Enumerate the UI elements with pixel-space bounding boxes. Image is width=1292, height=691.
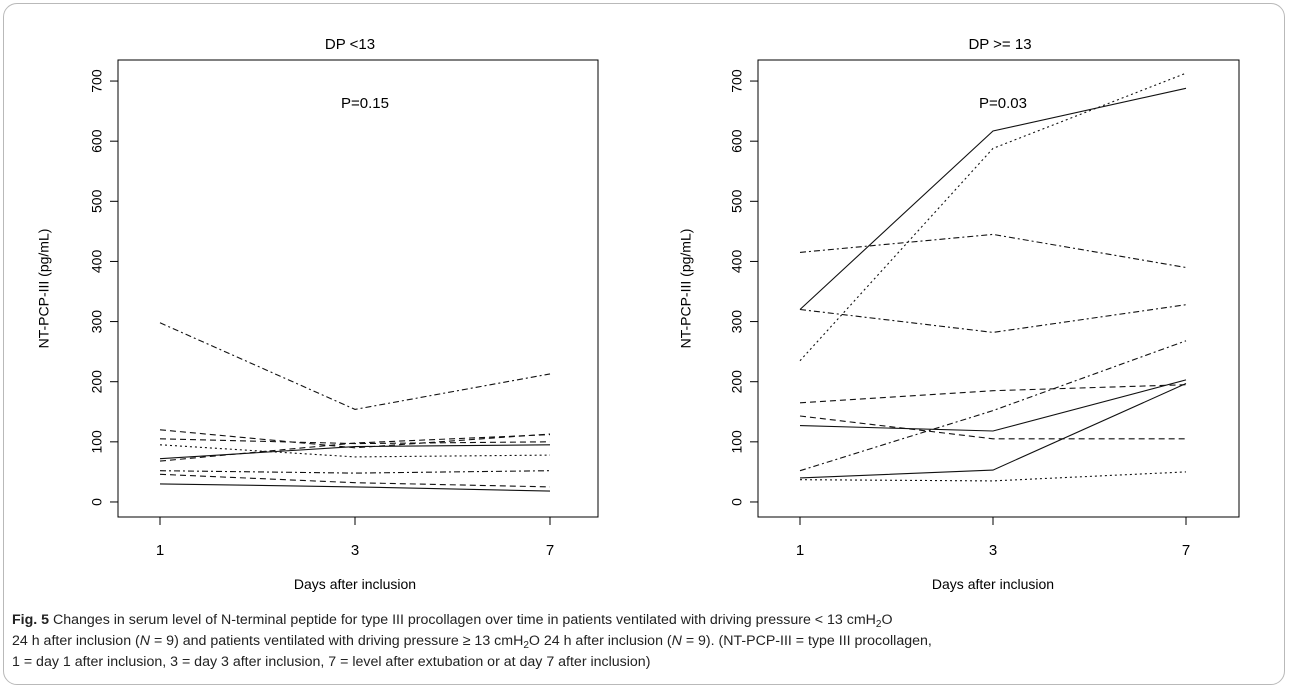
series-line-4 <box>159 444 551 458</box>
figure-frame <box>3 3 1285 685</box>
caption-text-1a: Changes in serum level of N-terminal pep… <box>49 612 876 628</box>
y-tick-label: 100 <box>729 430 745 454</box>
y-tick-label: 400 <box>89 250 105 274</box>
chart-panel-2: DP >= 13 P=0.03 0 100 200 300 400 500 600 700 NT-P… <box>678 36 1240 592</box>
series-line-7 <box>159 470 551 474</box>
y-tick-label: 700 <box>89 69 105 93</box>
series-line-8 <box>159 473 551 488</box>
series-line-5 <box>799 384 1187 404</box>
series-line-4 <box>799 304 1187 333</box>
series-line-8 <box>799 340 1187 472</box>
p-value-annotation: P=0.03 <box>979 95 1027 112</box>
y-tick-label: 600 <box>89 129 105 153</box>
y-axis-label: NT-PCP-III (pg/mL) <box>678 229 694 349</box>
y-tick-label: 300 <box>729 310 745 334</box>
caption-n-symbol-2: N <box>671 633 682 649</box>
caption-text-3: 1 = day 1 after inclusion, 3 = day 3 aft… <box>12 654 651 670</box>
y-tick-label: 0 <box>89 498 105 506</box>
caption-line-3: 1 = day 1 after inclusion, 3 = day 3 aft… <box>12 652 1272 673</box>
caption-n-symbol-1: N <box>139 633 151 649</box>
plot-area-box <box>117 59 599 518</box>
caption-text-1b: O <box>881 612 893 628</box>
y-tick-label: 600 <box>729 129 745 153</box>
y-tick-label: 200 <box>89 370 105 394</box>
caption-text-2c: O 24 h after inclusion ( <box>528 633 672 649</box>
y-tick-label: 700 <box>729 69 745 93</box>
chart-title: DP >= 13 <box>968 36 1031 53</box>
x-tick-label: 1 <box>156 542 164 559</box>
y-tick-label: 300 <box>89 310 105 334</box>
x-tick-label: 1 <box>796 542 804 559</box>
x-tick-label: 7 <box>546 542 554 559</box>
y-tick-label: 400 <box>729 250 745 274</box>
series-line-9 <box>159 483 551 492</box>
y-tick-label: 200 <box>729 370 745 394</box>
series-line-6 <box>799 415 1186 440</box>
y-tick-label: 500 <box>729 189 745 213</box>
series-line-1 <box>159 322 551 410</box>
series-line-7 <box>799 379 1187 432</box>
chart-panel-1: DP <13 P=0.15 0 100 200 300 400 500 600 700 NT-PCP… <box>36 36 599 592</box>
x-tick-label: 3 <box>351 542 359 559</box>
series-line-10 <box>799 471 1187 482</box>
y-tick-label: 100 <box>89 430 105 454</box>
x-tick-label: 7 <box>1182 542 1190 559</box>
series-line-2 <box>799 72 1187 362</box>
series-line-2 <box>159 429 551 449</box>
caption-line-1: Fig. 5 Changes in serum level of N-termi… <box>12 610 1272 631</box>
x-axis-label: Days after inclusion <box>932 576 1054 592</box>
series-line-3 <box>799 233 1187 269</box>
series-line-6 <box>159 434 551 462</box>
x-axis-label: Days after inclusion <box>294 576 416 592</box>
series-line-1 <box>799 87 1187 310</box>
y-axis-label: NT-PCP-III (pg/mL) <box>36 229 52 349</box>
chart-title: DP <13 <box>325 36 375 53</box>
caption-figure-label: Fig. 5 <box>12 612 50 628</box>
caption-text-2b: = 9) and patients ventilated with drivin… <box>150 633 524 649</box>
y-tick-label: 500 <box>89 189 105 213</box>
figure-caption: Fig. 5 Changes in serum level of N-termi… <box>12 610 1272 673</box>
plot-area-box <box>757 59 1240 518</box>
caption-text-2d: = 9). (NT-PCP-III = type III procollagen… <box>681 633 932 649</box>
y-tick-label: 0 <box>729 498 745 506</box>
figure-plots: DP <13 P=0.15 0 100 200 300 400 500 600 700 NT-PCP… <box>36 36 1240 592</box>
x-tick-label: 3 <box>989 542 997 559</box>
caption-text-2a: 24 h after inclusion ( <box>12 633 140 649</box>
series-line-3 <box>159 438 551 445</box>
p-value-annotation: P=0.15 <box>341 95 389 112</box>
caption-subscript-1: 2 <box>875 619 882 630</box>
caption-subscript-2: 2 <box>523 640 529 651</box>
series-line-9 <box>799 382 1187 479</box>
caption-line-2: 24 h after inclusion (N = 9) and patient… <box>12 631 1272 652</box>
